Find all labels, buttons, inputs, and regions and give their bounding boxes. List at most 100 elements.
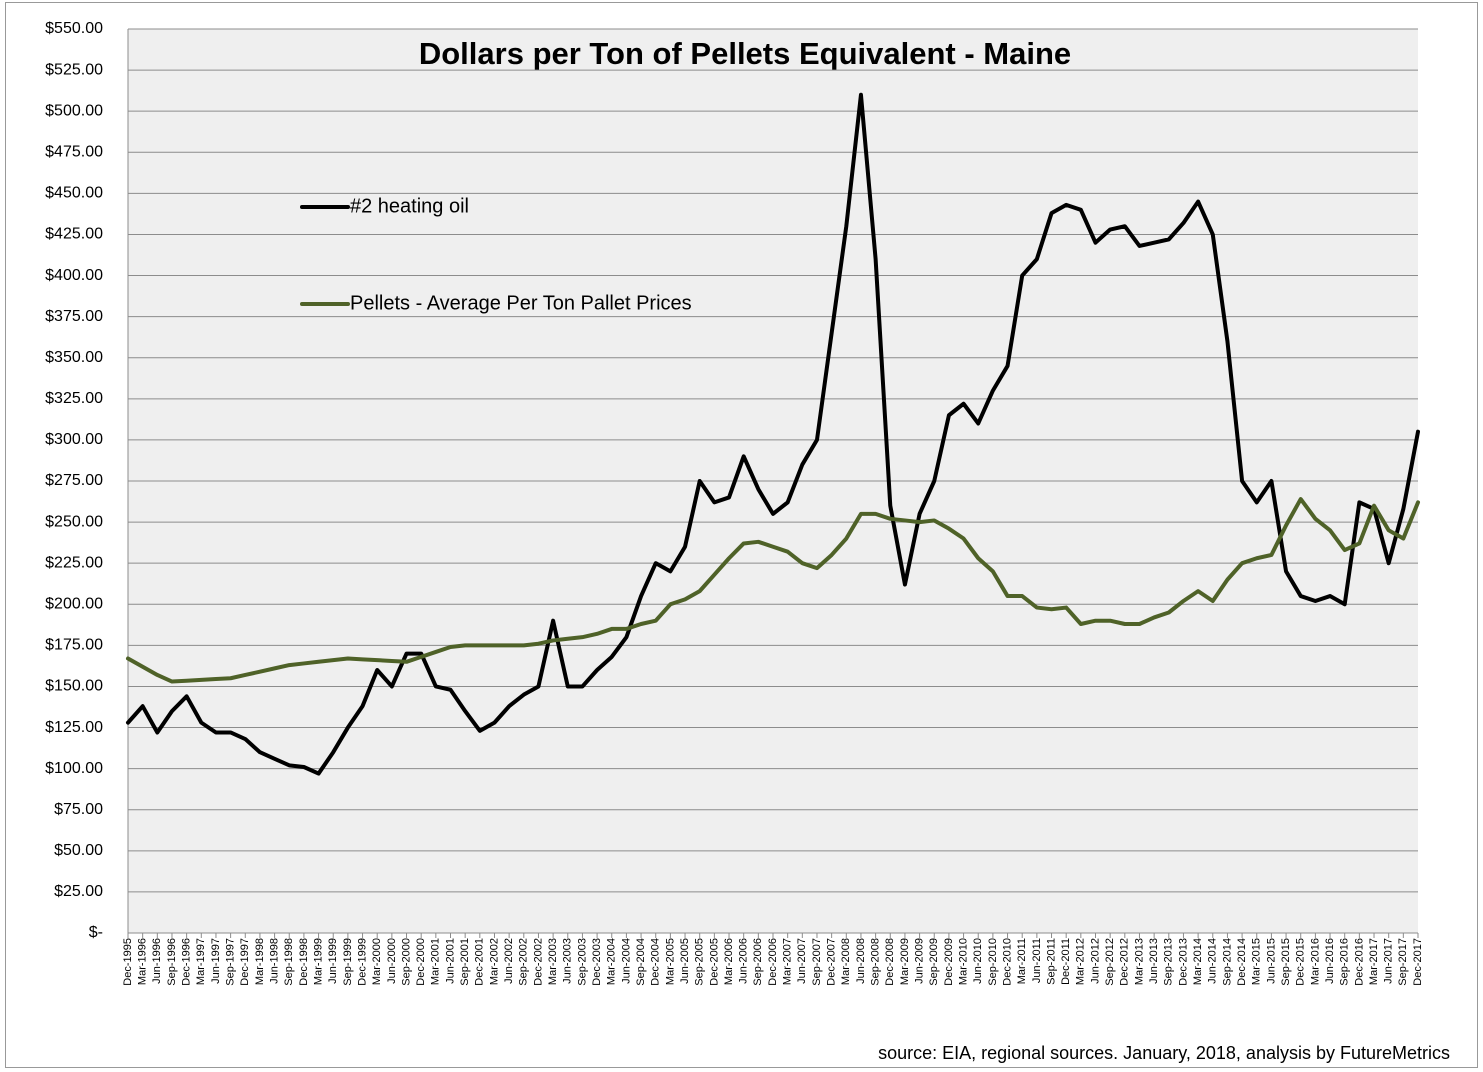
x-tick-label: Sep-2011	[1045, 938, 1057, 985]
x-tick-label: Sep-2004	[635, 938, 647, 986]
x-tick-label: Jun-2010	[972, 938, 984, 984]
x-tick-label: Jun-1997	[210, 938, 222, 984]
y-tick-label: $25.00	[54, 883, 103, 900]
x-tick-label: Mar-2000	[371, 938, 383, 985]
y-tick-label: $400.00	[45, 267, 103, 284]
x-tick-label: Sep-2009	[928, 938, 940, 986]
y-tick-label: $75.00	[54, 801, 103, 818]
x-tick-label: Sep-2014	[1221, 938, 1233, 986]
series-line	[126, 497, 1420, 684]
x-tick-label: Dec-2012	[1119, 938, 1131, 986]
x-tick-label: Sep-2017	[1397, 938, 1409, 986]
x-tick-label: Sep-2008	[870, 938, 882, 986]
x-tick-label: Dec-2013	[1177, 938, 1189, 986]
x-tick-label: Sep-2016	[1339, 938, 1351, 986]
y-tick-label: $250.00	[45, 513, 103, 530]
x-tick-label: Mar-1997	[195, 938, 207, 985]
x-tick-label: Dec-2005	[708, 938, 720, 986]
x-tick-label: Dec-2017	[1412, 938, 1424, 986]
y-tick-label: $175.00	[45, 637, 103, 654]
x-tick-label: Jun-2012	[1089, 938, 1101, 984]
x-tick-label: Jun-2002	[503, 938, 515, 984]
series-line	[126, 92, 1420, 776]
x-tick-label: Jun-2013	[1148, 938, 1160, 984]
chart-title: Dollars per Ton of Pellets Equivalent - …	[419, 36, 1071, 71]
x-tick-label: Mar-2009	[899, 938, 911, 985]
x-tick-label: Mar-2016	[1309, 938, 1321, 985]
y-tick-label: $450.00	[45, 185, 103, 202]
x-tick-label: Mar-2010	[957, 938, 969, 985]
x-tick-label: Jun-2004	[620, 938, 632, 984]
x-tick-label: Mar-2002	[488, 938, 500, 985]
x-tick-label: Sep-1999	[342, 938, 354, 986]
x-tick-label: Dec-2016	[1353, 938, 1365, 986]
x-tick-label: Dec-2006	[767, 938, 779, 986]
x-tick-label: Sep-1996	[166, 938, 178, 986]
x-tick-label: Sep-2006	[752, 938, 764, 986]
x-tick-label: Mar-2001	[430, 938, 442, 985]
x-tick-label: Dec-2009	[943, 938, 955, 986]
x-tick-label: Jun-2003	[562, 938, 574, 984]
y-tick-label: $300.00	[45, 431, 103, 448]
y-tick-label: $150.00	[45, 678, 103, 695]
x-tick-label: Dec-1997	[239, 938, 251, 986]
x-tick-label: Dec-1995	[122, 938, 134, 986]
x-tick-label: Dec-2015	[1295, 938, 1307, 986]
x-tick-label: Sep-2007	[811, 938, 823, 986]
x-tick-label: Jun-2006	[738, 938, 750, 984]
x-tick-label: Mar-2003	[547, 938, 559, 985]
x-tick-label: Jun-1996	[151, 938, 163, 984]
x-tick-label: Sep-2003	[576, 938, 588, 986]
x-tick-label: Mar-2006	[723, 938, 735, 985]
x-tick-label: Mar-2011	[1016, 938, 1028, 984]
x-tick-label: Mar-1998	[254, 938, 266, 985]
x-tick-label: Dec-2007	[826, 938, 838, 986]
x-tick-label: Mar-2017	[1368, 938, 1380, 985]
y-tick-label: $50.00	[54, 842, 103, 859]
x-tick-label: Sep-2012	[1104, 938, 1116, 986]
x-tick-label: Mar-2004	[606, 938, 618, 985]
x-tick-label: Mar-2008	[840, 938, 852, 985]
x-tick-label: Dec-2011	[1060, 938, 1072, 985]
x-tick-label: Sep-2015	[1280, 938, 1292, 986]
x-tick-label: Jun-2005	[679, 938, 691, 984]
x-tick-label: Sep-2005	[694, 938, 706, 986]
legend-label: Pellets - Average Per Ton Pallet Prices	[350, 292, 692, 314]
y-tick-label: $475.00	[45, 143, 103, 160]
x-tick-label: Dec-2002	[532, 938, 544, 986]
y-tick-label: $500.00	[45, 102, 103, 119]
y-tick-label: $275.00	[45, 472, 103, 489]
source-note: source: EIA, regional sources. January, …	[878, 1043, 1450, 1063]
legend-label: #2 heating oil	[350, 195, 469, 217]
y-tick-label: $200.00	[45, 595, 103, 612]
x-tick-label: Dec-2000	[415, 938, 427, 986]
y-tick-label: $350.00	[45, 349, 103, 366]
y-tick-label: $550.00	[45, 20, 103, 37]
y-tick-label: $525.00	[45, 61, 103, 78]
y-tick-label: $100.00	[45, 760, 103, 777]
y-tick-label: $-	[89, 924, 103, 941]
x-tick-label: Sep-2010	[987, 938, 999, 986]
x-tick-label: Jun-2001	[444, 938, 456, 984]
x-tick-label: Dec-2004	[650, 938, 662, 986]
x-tick-label: Dec-1998	[298, 938, 310, 986]
x-tick-label: Jun-2015	[1265, 938, 1277, 984]
y-tick-label: $225.00	[45, 554, 103, 571]
x-tick-label: Mar-2012	[1075, 938, 1087, 985]
x-tick-label: Dec-2003	[591, 938, 603, 986]
x-tick-label: Jun-2011	[1031, 938, 1043, 983]
x-tick-label: Sep-2002	[518, 938, 530, 986]
x-tick-label: Jun-1999	[327, 938, 339, 984]
x-tick-label: Sep-2000	[400, 938, 412, 986]
x-tick-label: Dec-2010	[1001, 938, 1013, 986]
x-tick-label: Mar-2014	[1192, 938, 1204, 985]
x-tick-label: Dec-2014	[1236, 938, 1248, 986]
y-tick-label: $325.00	[45, 390, 103, 407]
x-tick-label: Mar-2007	[782, 938, 794, 985]
x-tick-label: Sep-1997	[225, 938, 237, 986]
x-tick-label: Jun-2008	[855, 938, 867, 984]
x-tick-label: Jun-1998	[268, 938, 280, 984]
x-tick-label: Jun-2000	[386, 938, 398, 984]
y-tick-label: $375.00	[45, 308, 103, 325]
